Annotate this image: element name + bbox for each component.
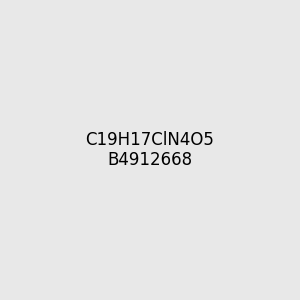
Text: C19H17ClN4O5
B4912668: C19H17ClN4O5 B4912668: [85, 130, 214, 170]
